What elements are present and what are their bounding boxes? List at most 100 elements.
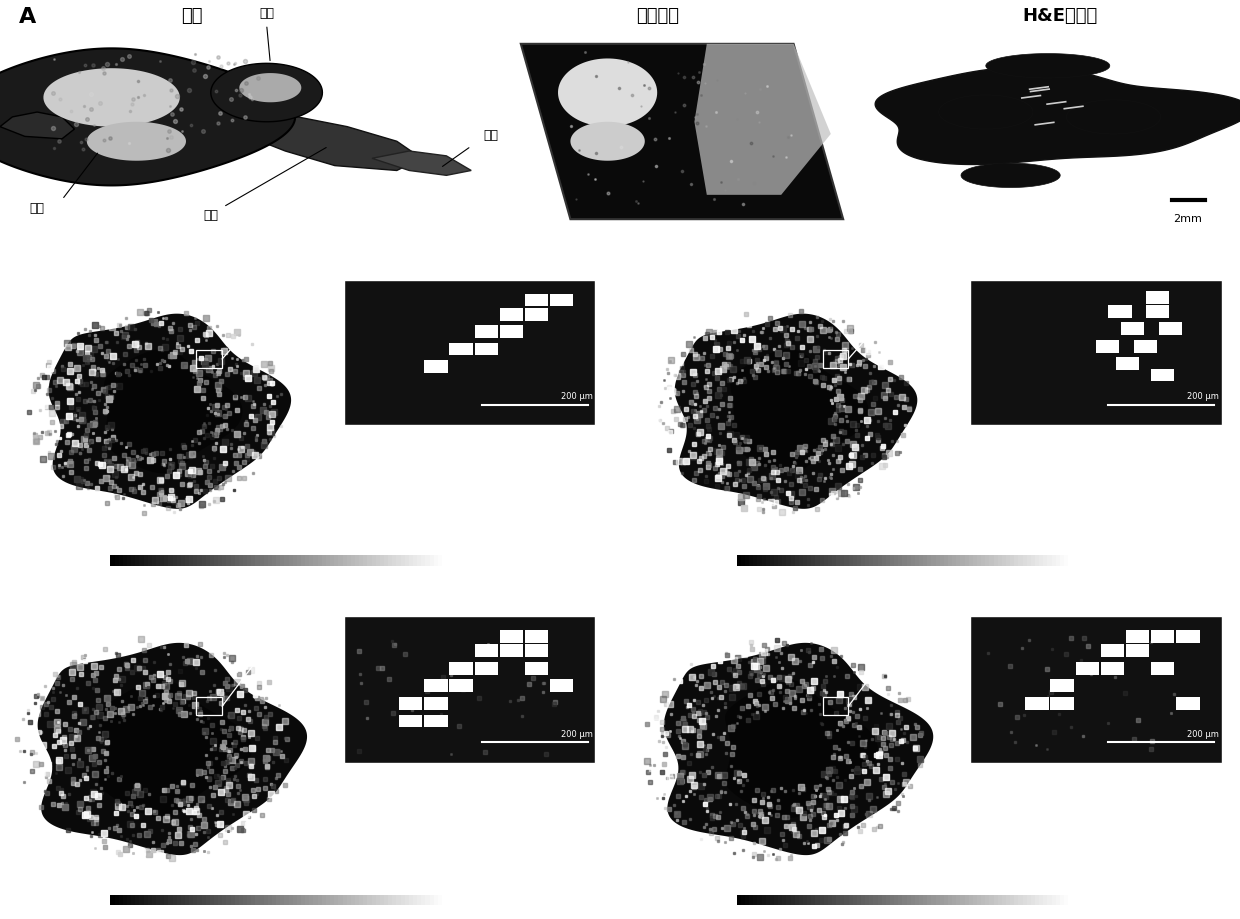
Bar [861,895,866,905]
Bar [1030,555,1035,565]
Text: 大脑: 大脑 [30,202,45,215]
Bar [126,895,131,905]
Polygon shape [43,68,180,127]
Text: 200 μm: 200 μm [560,730,593,739]
Bar [181,895,185,905]
Bar [551,294,573,306]
Bar [525,308,548,321]
Bar [139,555,144,565]
Bar [898,895,903,905]
Bar [1039,895,1043,905]
Bar [239,895,243,905]
Bar [438,555,441,565]
Bar [977,555,981,565]
Bar [239,555,243,565]
Bar [280,555,284,565]
Bar [301,895,305,905]
Bar [799,895,804,905]
Text: 小脑: 小脑 [259,7,274,20]
Bar [119,555,123,565]
Bar [153,895,156,905]
Polygon shape [939,95,1033,129]
Bar [177,555,181,565]
Bar [749,895,753,905]
Bar [928,555,931,565]
Bar [335,555,339,565]
Bar [1027,555,1030,565]
Bar [894,895,898,905]
Text: 水平切面: 水平切面 [636,7,678,26]
Bar [206,555,210,565]
Bar [210,555,215,565]
Bar [949,895,952,905]
Bar [915,895,919,905]
Bar [160,555,165,565]
Text: 100: 100 [285,605,306,615]
Polygon shape [372,151,471,176]
Bar [379,895,384,905]
Bar [1121,323,1145,335]
Text: 200 μm: 200 μm [1187,730,1219,739]
Bar [740,895,745,905]
Bar [779,895,782,905]
Bar [202,555,206,565]
Bar [335,895,339,905]
Bar [525,644,548,657]
Bar [761,895,765,905]
Bar [1133,340,1157,353]
Bar [816,895,820,905]
Bar [903,555,906,565]
Bar [231,895,234,905]
Bar [397,895,401,905]
Polygon shape [675,313,918,509]
Bar [438,895,441,905]
Text: 17%: 17% [699,895,724,905]
Bar [384,895,388,905]
Bar [1146,290,1169,303]
Bar [314,555,317,565]
Bar [774,555,779,565]
Bar [807,555,811,565]
Bar [206,895,210,905]
Bar [376,895,379,905]
Bar [1064,555,1068,565]
Bar [970,280,1221,425]
Bar [949,555,952,565]
Bar [898,555,903,565]
Bar [156,895,160,905]
Text: C1: C1 [213,589,241,608]
Bar [172,895,177,905]
Bar [255,555,259,565]
Text: 200 μm: 200 μm [560,392,593,402]
Bar [977,895,981,905]
Bar [928,895,931,905]
Bar [196,350,222,368]
Bar [293,895,296,905]
Bar [197,555,202,565]
Bar [309,555,314,565]
Bar [322,555,326,565]
Bar [397,555,401,565]
Text: 内侧滤泡: 内侧滤泡 [645,270,675,283]
Bar [993,555,998,565]
Bar [1035,895,1039,905]
Bar [259,895,264,905]
Bar [1018,895,1023,905]
Bar [500,308,523,321]
Bar [392,895,397,905]
Bar [347,555,351,565]
Bar [807,895,811,905]
Bar [765,895,770,905]
Bar [243,555,247,565]
Bar [1109,305,1132,318]
Bar [820,895,823,905]
Bar [1039,555,1043,565]
Bar [873,555,878,565]
Polygon shape [239,74,301,102]
Text: 200 μm: 200 μm [1187,392,1219,402]
Bar [422,555,425,565]
Bar [123,895,126,905]
Bar [853,555,857,565]
Bar [1177,697,1199,710]
Text: 2%: 2% [707,555,724,565]
